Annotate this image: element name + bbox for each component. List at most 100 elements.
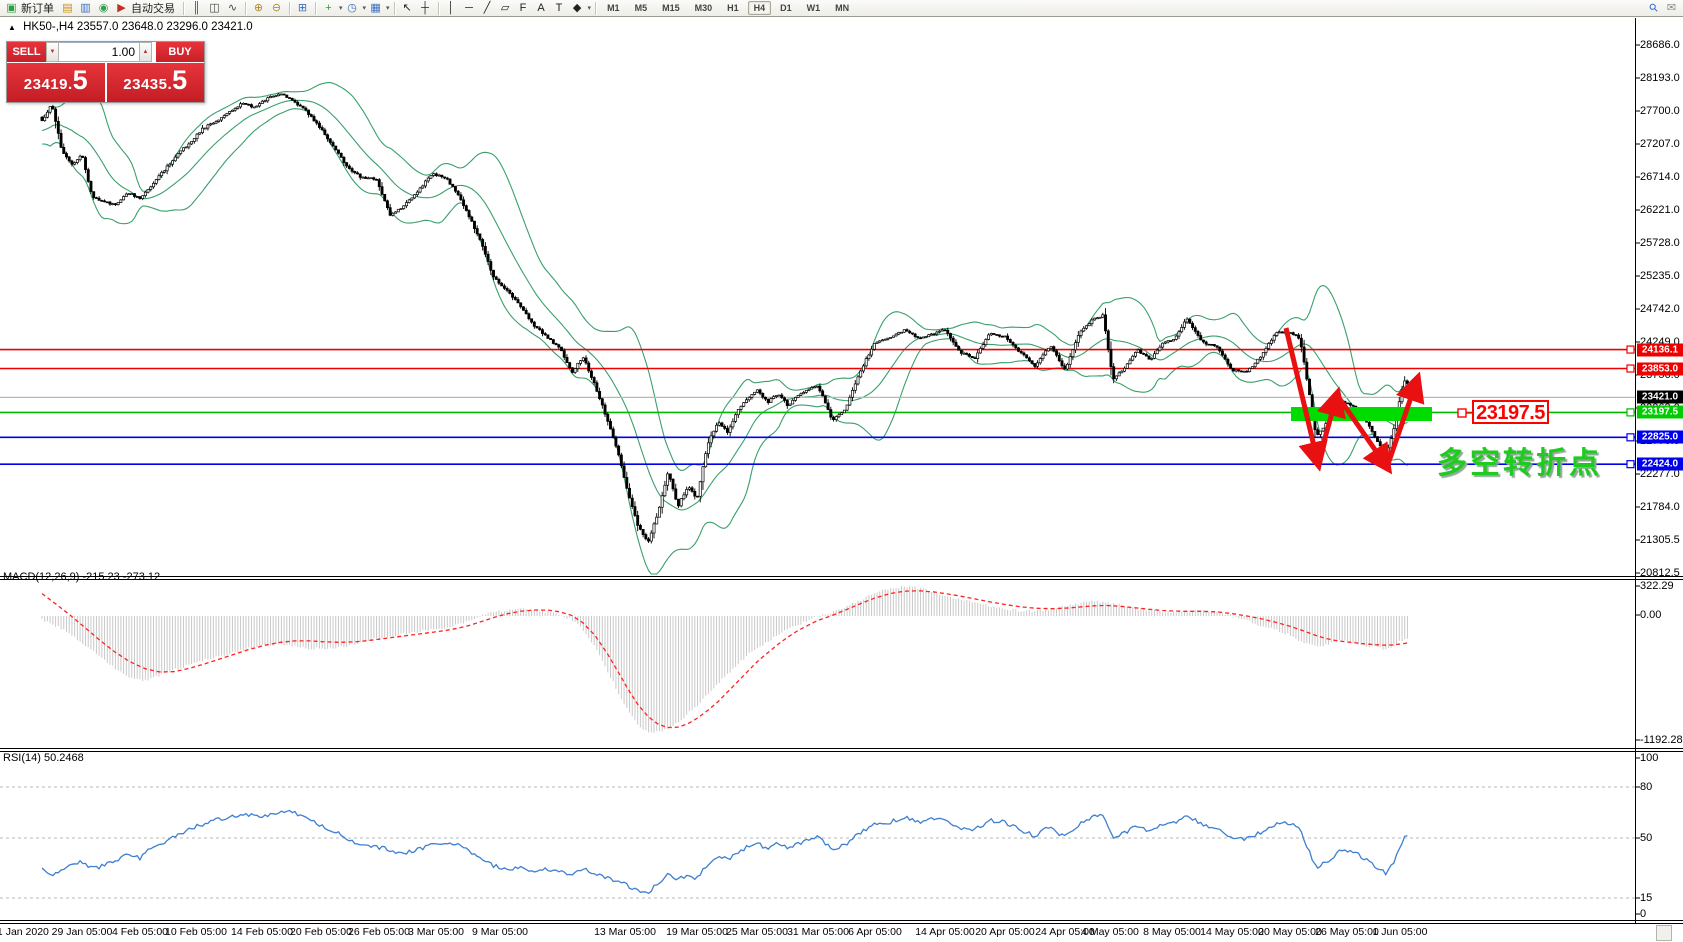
trendline-icon[interactable]: ╱ (483, 1, 491, 14)
annotation-arrow[interactable] (1384, 371, 1425, 468)
crosshair-icon[interactable]: ┼ (421, 1, 429, 14)
sell-price-main: 23419. (23, 76, 73, 93)
signals-icon[interactable]: ◉ (98, 1, 109, 14)
level-anchor-square[interactable] (1626, 345, 1635, 354)
price-tick: 25728.0 (1640, 237, 1680, 249)
time-label: 14 Feb 05:00 (231, 926, 293, 938)
level-anchor-square[interactable] (1626, 433, 1635, 442)
label-icon[interactable]: T (555, 1, 563, 14)
one-click-toggle[interactable]: ▲ (8, 23, 16, 32)
sell-button[interactable]: SELL (7, 42, 46, 62)
rsi-line (41, 809, 1408, 895)
price-tick: 21305.5 (1640, 534, 1680, 546)
time-label: 14 May 05:00 (1200, 926, 1264, 938)
macd-tick: 322.29 (1640, 580, 1674, 592)
price-tick: 25235.0 (1640, 270, 1680, 282)
time-label: 31 Mar 05:00 (787, 926, 849, 938)
terminal-icon[interactable]: ▥ (80, 1, 91, 14)
shapes-icon-caret[interactable]: ▾ (587, 5, 592, 12)
price-tick: 22277.0 (1640, 468, 1680, 480)
annotation-highlight-bar[interactable] (1291, 407, 1432, 421)
fibonacci-icon[interactable]: F (519, 1, 527, 14)
shapes-icon[interactable]: ◆ (572, 1, 582, 14)
bar-chart-icon[interactable]: ║ (192, 1, 201, 14)
time-label: 14 Apr 05:00 (915, 926, 975, 938)
timeframe-D1[interactable]: D1 (780, 3, 792, 13)
annotation-note-text[interactable]: 多空转折点 (1437, 447, 1602, 480)
candles (40, 92, 1409, 544)
cursor-icon[interactable]: ↖ (402, 1, 412, 14)
timeframe-H1[interactable]: H1 (727, 3, 739, 13)
toolbar-separator (595, 1, 597, 15)
autotrading-label[interactable]: 自动交易 (131, 3, 175, 15)
profiles-icon[interactable]: ▤ (62, 1, 73, 14)
time-label: 4 Feb 05:00 (111, 926, 169, 938)
time-label: 4 May 05:00 (1081, 926, 1139, 938)
macd-tick: -1192.28 (1640, 734, 1683, 746)
tile-windows-icon[interactable]: ⊞ (297, 1, 308, 14)
add-indicator-icon[interactable]: + (325, 1, 332, 14)
buy-price-display[interactable]: 23435. 5 (106, 63, 204, 102)
template-icon-caret[interactable]: ▾ (386, 5, 390, 12)
time-label: 25 Mar 05:00 (726, 926, 788, 938)
timeframe-MN[interactable]: MN (835, 3, 850, 13)
annotation-price-label[interactable]: 23197.5 (1472, 400, 1549, 424)
main-plot[interactable] (0, 82, 1635, 575)
template-icon[interactable]: ▦ (370, 1, 381, 14)
price-tag: 23853.0 (1637, 362, 1683, 376)
autotrading-icon[interactable]: ▶ (117, 1, 126, 14)
volume-input[interactable] (59, 42, 139, 62)
time-label: 24 Apr 05:00 (1035, 926, 1095, 938)
bollinger-band (41, 99, 1408, 511)
line-chart-icon[interactable]: ∿ (227, 1, 238, 14)
candlestick-chart-icon[interactable]: ◫ (209, 1, 220, 14)
macd-panel[interactable] (41, 586, 1408, 733)
toolbar-separator (393, 1, 395, 15)
rsi-panel[interactable] (0, 786, 1635, 899)
macd-panel-label: MACD(12,26,9) -215.23 -273.12 (3, 571, 161, 583)
level-anchor-square[interactable] (1626, 364, 1635, 373)
timeframe-H4[interactable]: H4 (747, 1, 772, 15)
timeframe-M1[interactable]: M1 (607, 3, 620, 13)
sell-price-big-digit: 5 (72, 65, 88, 95)
add-indicator-icon-caret[interactable]: ▾ (339, 5, 343, 12)
timeframe-M15[interactable]: M15 (662, 3, 680, 13)
toolbar-separator (245, 1, 246, 15)
annotation-arrow[interactable] (1283, 327, 1328, 472)
horizontal-line-icon[interactable]: ─ (465, 1, 473, 14)
period-icon[interactable]: ◷ (347, 1, 357, 14)
timeframe-M30[interactable]: M30 (694, 3, 713, 13)
bollinger-band (41, 108, 1408, 575)
sell-price-display[interactable]: 23419. 5 (7, 63, 105, 102)
level-anchor-square[interactable] (1626, 460, 1635, 469)
new-order-label[interactable]: 新订单 (21, 3, 54, 15)
volume-decrease-button[interactable]: ▼ (46, 42, 59, 62)
period-icon-caret[interactable]: ▾ (362, 5, 367, 12)
toolbar-separator (437, 1, 439, 15)
annotation-arrow[interactable] (1334, 393, 1393, 475)
buy-price-big-digit: 5 (172, 65, 188, 95)
buy-price-main: 23435. (123, 76, 173, 93)
zoom-out-icon[interactable]: ⊖ (271, 1, 282, 14)
timeframe-M5[interactable]: M5 (634, 3, 648, 13)
channel-icon[interactable]: ▱ (500, 1, 510, 14)
new-order-icon[interactable]: ▣ (6, 1, 17, 14)
rsi-tick: 15 (1640, 892, 1653, 904)
text-icon[interactable]: A (537, 1, 545, 14)
rsi-tick: 100 (1640, 752, 1659, 764)
price-tick: 28193.0 (1640, 72, 1680, 84)
annotation-connector-square[interactable] (1457, 408, 1467, 418)
zoom-in-icon[interactable]: ⊕ (253, 1, 264, 14)
rsi-tick: 0 (1640, 908, 1647, 920)
vertical-line-icon[interactable]: │ (447, 1, 455, 14)
time-label: 26 Feb 05:00 (348, 926, 410, 938)
volume-increase-button[interactable]: ▲ (139, 42, 152, 62)
buy-button[interactable]: BUY (156, 42, 204, 62)
timeframe-W1[interactable]: W1 (806, 3, 821, 13)
price-tick: 26221.0 (1640, 204, 1680, 216)
chat-icon[interactable]: ✉ (1666, 1, 1677, 14)
annotation-arrow[interactable] (1315, 386, 1346, 464)
level-anchor-square[interactable] (1626, 408, 1635, 417)
rsi-tick: 50 (1640, 832, 1653, 844)
